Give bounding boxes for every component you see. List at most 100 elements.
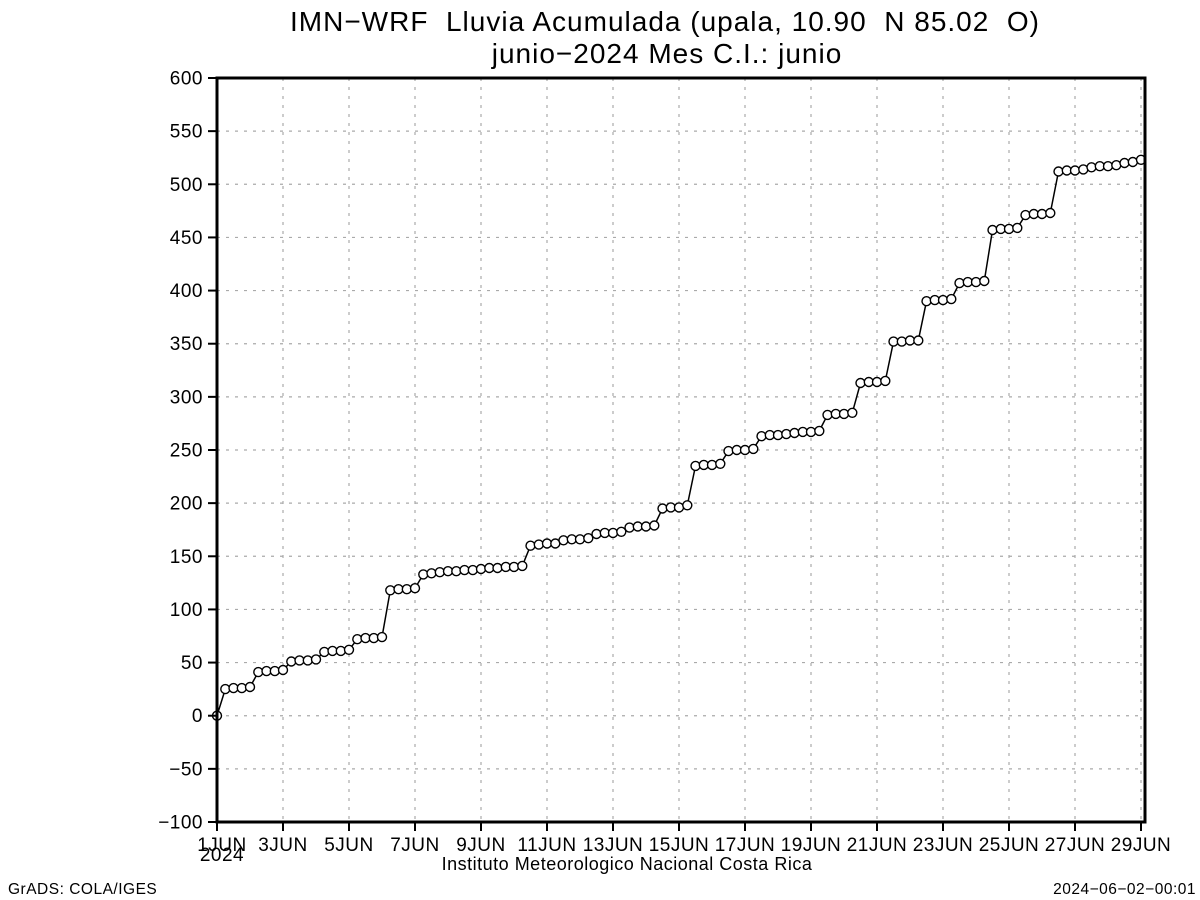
data-series [211,154,1147,721]
data-point-marker [979,275,990,287]
data-point-marker [1036,208,1048,220]
y-tick-label: 600 [170,69,203,90]
y-tick-label: 250 [170,441,203,462]
data-point-marker [525,540,536,551]
data-point-marker [739,444,751,456]
data-point-marker [624,522,635,533]
axis-tick-labels: −100 −50 0 50 100 150 200 250 300 350 400 450 500 550… [158,69,1171,857]
data-point-marker [657,503,668,514]
data-point-marker [649,520,660,531]
gridlines [217,77,1145,822]
y-tick-label: 200 [170,494,203,515]
render-timestamp: 2024−06−02−00:01 [1053,881,1196,898]
data-point-marker [244,681,256,693]
plot-frame [208,76,1147,831]
x-axis-year-label: 2024 [200,845,244,866]
data-point-marker [1086,162,1097,173]
y-tick-label: 350 [170,334,203,355]
data-point-marker [508,561,520,573]
data-point-marker [310,654,322,665]
data-point-marker [583,533,594,544]
data-point-marker [706,459,718,471]
data-point-marker [805,426,817,438]
data-point-marker [591,528,602,540]
x-tick-label: 27JUN [1045,835,1106,856]
x-tick-label: 23JUN [913,835,974,856]
data-point-marker [772,429,784,441]
data-point-marker [871,376,883,388]
y-tick-label: 300 [170,387,203,408]
data-point-marker [1119,157,1130,169]
data-point-marker [946,293,957,305]
x-tick-label: 9JUN [456,835,506,856]
chart-title-line2: junio−2024 Mes C.I.: junio [491,38,843,69]
data-point-marker [937,294,949,306]
data-point-marker [690,460,701,472]
data-point-marker [517,560,528,572]
x-tick-label: 11JUN [517,835,576,856]
data-point-marker [574,534,586,545]
data-point-marker [970,276,982,288]
data-point-marker [1020,209,1031,221]
data-point-marker [1053,166,1064,177]
data-point-marker [954,277,965,289]
data-point-marker [616,526,627,537]
data-point-marker [822,409,833,421]
y-tick-label: −50 [169,759,203,780]
data-point-marker [789,427,800,439]
data-point-marker [682,500,693,511]
x-tick-label: 13JUN [583,835,644,856]
x-tick-label: 25JUN [979,835,1040,856]
y-tick-label: 550 [170,122,203,143]
y-tick-label: 100 [170,600,203,621]
data-point-marker [673,502,685,513]
data-point-marker [1102,160,1114,172]
x-tick-label: 21JUN [847,835,908,856]
data-point-marker [921,296,932,307]
data-point-marker [277,664,289,676]
data-point-marker [376,631,388,643]
chart-title-line1: IMN−WRF Lluvia Acumulada (upala, 10.90 N… [290,6,1040,37]
data-point-marker [492,562,503,574]
data-point-marker [855,377,866,389]
data-point-marker [880,375,891,387]
data-point-marker [715,458,726,469]
x-tick-label: 3JUN [258,835,308,856]
x-tick-label: 29JUN [1111,835,1172,856]
data-point-marker [913,335,924,346]
data-point-marker [640,521,652,532]
data-point-marker [987,224,998,236]
y-tick-label: 400 [170,281,203,302]
y-tick-label: 150 [170,547,203,568]
y-tick-label: 500 [170,175,203,196]
y-tick-label: 0 [192,706,203,727]
y-tick-label: 450 [170,228,203,249]
data-point-marker [426,568,437,579]
data-point-marker [475,563,487,575]
data-point-marker [723,445,734,457]
plot-frame-rect [215,76,1147,824]
data-point-marker [409,583,421,594]
y-tick-label: −100 [158,813,203,834]
data-point-marker [1003,223,1015,235]
x-tick-label: 5JUN [324,835,374,856]
data-line [216,159,1142,716]
data-point-marker [748,443,759,455]
data-point-marker [1069,165,1081,176]
data-point-marker [847,407,858,418]
data-point-marker [607,527,619,539]
x-tick-label: 15JUN [649,835,710,856]
y-tick-label: 50 [181,653,203,674]
data-point-marker [756,431,767,442]
grads-credit: GrADS: COLA/IGES [8,881,157,898]
data-point-marker [558,535,569,546]
data-point-marker [838,408,850,420]
x-tick-label: 19JUN [781,835,842,856]
data-point-marker [343,644,355,655]
x-axis-caption: Instituto Meteorologico Nacional Costa R… [442,854,813,874]
data-point-marker [814,425,825,437]
data-point-marker [1045,207,1056,219]
x-tick-label: 1JUN [197,835,247,856]
